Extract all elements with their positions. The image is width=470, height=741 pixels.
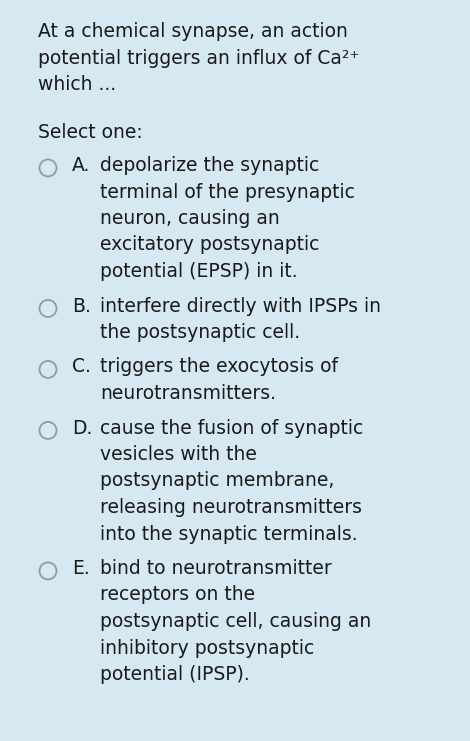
Text: D.: D. bbox=[72, 419, 93, 437]
Text: depolarize the synaptic: depolarize the synaptic bbox=[100, 156, 319, 175]
Text: E.: E. bbox=[72, 559, 90, 578]
Text: neuron, causing an: neuron, causing an bbox=[100, 209, 280, 228]
Text: into the synaptic terminals.: into the synaptic terminals. bbox=[100, 525, 358, 543]
Text: releasing neurotransmitters: releasing neurotransmitters bbox=[100, 498, 362, 517]
Text: the postsynaptic cell.: the postsynaptic cell. bbox=[100, 323, 300, 342]
Text: inhibitory postsynaptic: inhibitory postsynaptic bbox=[100, 639, 314, 657]
Text: which ...: which ... bbox=[38, 75, 116, 94]
Text: triggers the exocytosis of: triggers the exocytosis of bbox=[100, 357, 338, 376]
Text: postsynaptic cell, causing an: postsynaptic cell, causing an bbox=[100, 612, 371, 631]
Text: Select one:: Select one: bbox=[38, 124, 143, 142]
Text: bind to neurotransmitter: bind to neurotransmitter bbox=[100, 559, 332, 578]
Text: vesicles with the: vesicles with the bbox=[100, 445, 257, 464]
Text: neurotransmitters.: neurotransmitters. bbox=[100, 384, 276, 403]
Text: At a chemical synapse, an action: At a chemical synapse, an action bbox=[38, 22, 348, 41]
Text: potential triggers an influx of Ca²⁺: potential triggers an influx of Ca²⁺ bbox=[38, 48, 360, 67]
Text: receptors on the: receptors on the bbox=[100, 585, 255, 605]
Text: interfere directly with IPSPs in: interfere directly with IPSPs in bbox=[100, 296, 381, 316]
Text: terminal of the presynaptic: terminal of the presynaptic bbox=[100, 182, 355, 202]
Text: potential (EPSP) in it.: potential (EPSP) in it. bbox=[100, 262, 298, 281]
Text: A.: A. bbox=[72, 156, 90, 175]
Text: excitatory postsynaptic: excitatory postsynaptic bbox=[100, 236, 320, 254]
Text: postsynaptic membrane,: postsynaptic membrane, bbox=[100, 471, 334, 491]
Text: potential (IPSP).: potential (IPSP). bbox=[100, 665, 250, 684]
Text: B.: B. bbox=[72, 296, 91, 316]
Text: C.: C. bbox=[72, 357, 91, 376]
Text: cause the fusion of synaptic: cause the fusion of synaptic bbox=[100, 419, 363, 437]
